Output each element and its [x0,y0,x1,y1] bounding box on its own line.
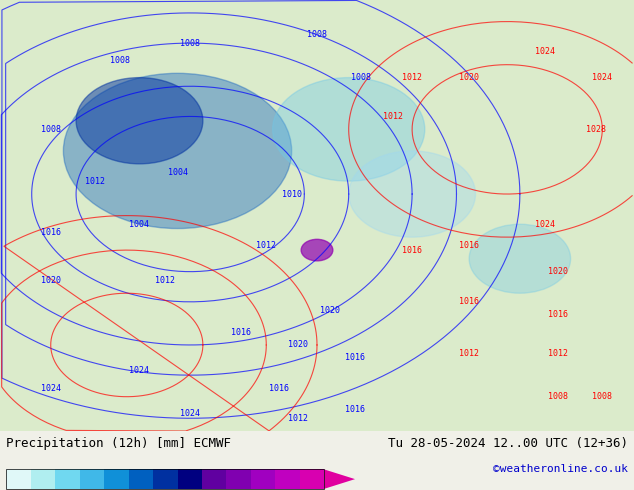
Text: 1012: 1012 [155,276,175,285]
Text: 1016: 1016 [459,297,479,306]
Text: 1020: 1020 [41,276,61,285]
Text: 1012: 1012 [288,414,308,423]
Text: 1008: 1008 [548,392,568,401]
Text: 1024: 1024 [592,73,612,82]
Text: 1020: 1020 [320,306,340,315]
Circle shape [469,224,571,293]
Text: 1016: 1016 [548,310,568,319]
Text: 1016: 1016 [345,353,365,363]
Text: 1012: 1012 [548,349,568,358]
Bar [226,469,251,489]
Bar [300,469,324,489]
Text: 1010: 1010 [281,190,302,198]
Text: 1020: 1020 [288,341,308,349]
Circle shape [301,239,333,261]
Text: 1012: 1012 [402,73,422,82]
Text: 1016: 1016 [459,241,479,250]
Text: 1008: 1008 [307,30,327,39]
Text: 1012: 1012 [85,176,105,186]
Text: 1024: 1024 [41,384,61,392]
Text: 1016: 1016 [231,327,251,337]
Circle shape [273,77,425,181]
Text: 1016: 1016 [269,384,289,392]
Text: 1008: 1008 [351,73,372,82]
Text: 1012: 1012 [383,112,403,121]
Polygon shape [0,0,634,431]
Bar [275,469,300,489]
Text: Tu 28-05-2024 12..00 UTC (12+36): Tu 28-05-2024 12..00 UTC (12+36) [387,437,628,450]
Text: 1020: 1020 [548,267,568,276]
Circle shape [76,77,203,164]
Text: 1012: 1012 [459,349,479,358]
Text: 1024: 1024 [129,367,150,375]
Text: 1016: 1016 [41,228,61,237]
Bar [55,469,80,489]
Text: 1004: 1004 [167,168,188,177]
Polygon shape [324,469,355,489]
Bar [129,469,153,489]
Text: 1008: 1008 [180,39,200,48]
Text: 1024: 1024 [535,220,555,229]
Text: 1016: 1016 [402,245,422,255]
Bar [153,469,178,489]
Bar [80,469,104,489]
Bar [202,469,226,489]
Circle shape [349,151,476,237]
Text: 1020: 1020 [459,73,479,82]
Text: ©weatheronline.co.uk: ©weatheronline.co.uk [493,464,628,473]
Bar [6,469,31,489]
Bar [178,469,202,489]
Text: 1008: 1008 [41,125,61,134]
Text: 1012: 1012 [256,241,276,250]
Bar [104,469,129,489]
Text: 1008: 1008 [110,56,131,65]
Text: 1008: 1008 [592,392,612,401]
Bar [6,469,324,489]
Bar [251,469,275,489]
Text: 1024: 1024 [535,47,555,56]
Text: 1016: 1016 [345,405,365,414]
Text: 1004: 1004 [129,220,150,229]
Text: 1028: 1028 [586,125,606,134]
Bar [31,469,55,489]
Text: Precipitation (12h) [mm] ECMWF: Precipitation (12h) [mm] ECMWF [6,437,231,450]
Text: 1024: 1024 [180,410,200,418]
Circle shape [63,74,292,228]
